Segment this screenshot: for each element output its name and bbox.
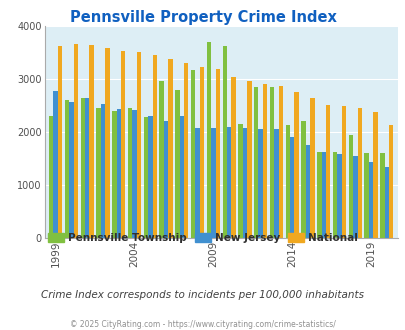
Bar xyxy=(85,98,89,238)
Bar xyxy=(96,108,100,238)
Bar xyxy=(301,121,305,238)
Bar xyxy=(49,116,53,238)
Bar xyxy=(168,59,172,238)
Text: Crime Index corresponds to incidents per 100,000 inhabitants: Crime Index corresponds to incidents per… xyxy=(41,290,364,300)
Bar xyxy=(132,110,136,238)
Bar xyxy=(341,106,345,238)
Bar xyxy=(379,153,384,238)
Bar xyxy=(278,86,282,238)
Bar xyxy=(238,124,242,238)
Bar xyxy=(226,127,231,238)
Bar xyxy=(242,128,247,238)
Bar xyxy=(316,152,321,238)
Bar xyxy=(128,108,132,238)
Bar xyxy=(159,81,164,238)
Bar xyxy=(148,116,152,238)
Text: Pennsville Property Crime Index: Pennsville Property Crime Index xyxy=(69,10,336,25)
Bar xyxy=(116,109,121,238)
Bar xyxy=(69,102,73,238)
Bar xyxy=(58,47,62,238)
Bar xyxy=(112,111,116,238)
Bar xyxy=(274,129,278,238)
Bar xyxy=(143,117,148,238)
Bar xyxy=(100,104,105,238)
Bar xyxy=(231,77,235,238)
Bar xyxy=(164,121,168,238)
Bar xyxy=(247,81,251,238)
Bar xyxy=(206,42,211,238)
Bar xyxy=(211,128,215,238)
Bar xyxy=(305,145,309,238)
Bar xyxy=(183,63,188,238)
Bar xyxy=(357,108,361,238)
Bar xyxy=(73,44,78,238)
Bar xyxy=(262,84,266,238)
Bar xyxy=(190,70,195,238)
Text: © 2025 CityRating.com - https://www.cityrating.com/crime-statistics/: © 2025 CityRating.com - https://www.city… xyxy=(70,320,335,329)
Bar xyxy=(215,69,220,238)
Bar xyxy=(294,92,298,238)
Bar xyxy=(372,112,377,238)
Bar xyxy=(136,52,141,238)
Bar xyxy=(65,100,69,238)
Bar xyxy=(285,125,289,238)
Bar xyxy=(388,125,392,238)
Bar xyxy=(89,46,94,238)
Bar xyxy=(325,105,330,238)
Bar xyxy=(81,98,85,238)
Bar xyxy=(352,156,357,238)
Bar xyxy=(337,154,341,238)
Bar xyxy=(105,48,109,238)
Legend: Pennsville Township, New Jersey, National: Pennsville Township, New Jersey, Nationa… xyxy=(44,229,361,247)
Bar xyxy=(321,152,325,238)
Bar xyxy=(258,129,262,238)
Bar xyxy=(384,167,388,238)
Bar xyxy=(222,47,226,238)
Bar xyxy=(364,153,368,238)
Bar xyxy=(199,67,204,238)
Bar xyxy=(175,90,179,238)
Bar xyxy=(152,55,157,238)
Bar xyxy=(121,51,125,238)
Bar xyxy=(309,98,314,238)
Bar xyxy=(348,135,352,238)
Bar xyxy=(254,87,258,238)
Bar xyxy=(53,91,58,238)
Bar xyxy=(368,162,372,238)
Bar xyxy=(289,137,294,238)
Bar xyxy=(269,87,274,238)
Bar xyxy=(332,152,337,238)
Bar xyxy=(195,128,199,238)
Bar xyxy=(179,116,183,238)
